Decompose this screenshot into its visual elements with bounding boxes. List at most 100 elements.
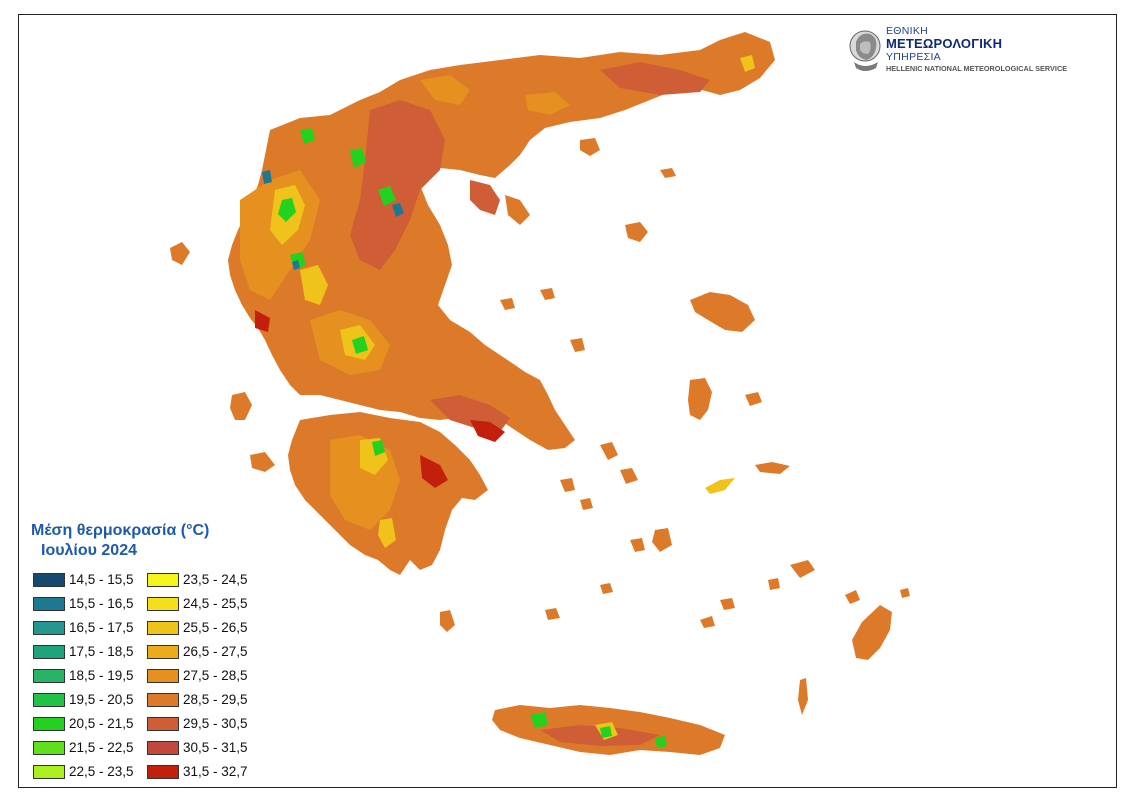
map-region <box>852 605 892 660</box>
legend-swatch <box>147 620 179 635</box>
map-region <box>560 478 575 492</box>
hot-zones <box>255 62 710 746</box>
map-region <box>845 590 860 604</box>
legend-label: 20,5 - 21,5 <box>69 716 134 731</box>
legend-title-line1: Μέση θερμοκρασία (°C) <box>31 522 210 539</box>
legend-label: 26,5 - 27,5 <box>183 644 248 659</box>
map-region <box>900 588 910 598</box>
mainland <box>170 32 910 755</box>
map-region <box>352 336 368 354</box>
map-region <box>450 340 550 425</box>
map-region <box>540 288 555 300</box>
map-region <box>230 392 252 420</box>
map-region <box>540 725 660 746</box>
map-region <box>420 75 470 105</box>
map-region <box>630 538 645 552</box>
map-region <box>705 478 735 494</box>
legend-swatch <box>33 572 65 587</box>
map-region <box>580 138 600 156</box>
coldest-zones <box>262 170 404 270</box>
map-region <box>620 468 638 484</box>
map-region <box>688 378 712 420</box>
map-region <box>545 608 560 620</box>
map-region <box>300 128 315 144</box>
map-region <box>250 452 275 472</box>
map-region <box>372 440 385 456</box>
legend-swatch <box>33 764 65 779</box>
map-region <box>292 260 300 270</box>
map-region <box>170 242 190 265</box>
map-region <box>700 616 715 628</box>
legend-swatch <box>147 740 179 755</box>
legend-label: 18,5 - 19,5 <box>69 668 134 683</box>
legend-label: 24,5 - 25,5 <box>183 596 248 611</box>
legend-label: 30,5 - 31,5 <box>183 740 248 755</box>
legend-title-line2: Ιουλίου 2024 <box>41 542 137 559</box>
map-region <box>530 712 548 728</box>
map-region <box>768 578 780 590</box>
legend-item: 16,5 - 17,5 <box>33 619 134 636</box>
map-region <box>570 338 585 352</box>
map-region <box>740 55 755 72</box>
legend-swatch <box>33 740 65 755</box>
legend-item: 19,5 - 20,5 <box>33 691 134 708</box>
map-region <box>625 222 648 242</box>
map-region <box>660 168 676 178</box>
map-region <box>745 392 762 406</box>
legend-label: 21,5 - 22,5 <box>69 740 134 755</box>
legend-swatch <box>33 692 65 707</box>
legend-swatch <box>147 668 179 683</box>
agency-name-english: HELLENIC NATIONAL METEOROLOGICAL SERVICE <box>886 64 1068 73</box>
map-region <box>420 455 448 488</box>
legend-label: 15,5 - 16,5 <box>69 596 134 611</box>
legend-label: 16,5 - 17,5 <box>69 620 134 635</box>
legend-label: 31,5 - 32,7 <box>183 764 248 779</box>
agency-name-line3: ΥΠΗΡΕΣΙΑ <box>886 51 941 63</box>
legend-item: 31,5 - 32,7 <box>147 763 248 780</box>
legend-item: 30,5 - 31,5 <box>147 739 248 756</box>
legend-item: 22,5 - 23,5 <box>33 763 134 780</box>
legend-item: 21,5 - 22,5 <box>33 739 134 756</box>
map-region <box>440 610 455 632</box>
legend-item: 29,5 - 30,5 <box>147 715 248 732</box>
legend-item: 26,5 - 27,5 <box>147 643 248 660</box>
map-region <box>600 62 710 95</box>
map-region <box>278 198 296 222</box>
map-region <box>470 420 505 442</box>
legend-item: 18,5 - 19,5 <box>33 667 134 684</box>
legend-label: 27,5 - 28,5 <box>183 668 248 683</box>
hnms-logo: ΕΘΝΙΚΗ ΜΕΤΕΩΡΟΛΟΓΙΚΗ ΥΠΗΡΕΣΙΑ HELLENIC N… <box>846 22 1116 78</box>
legend-label: 23,5 - 24,5 <box>183 572 248 587</box>
map-region <box>690 292 755 332</box>
map-region <box>720 598 735 610</box>
legend-item: 15,5 - 16,5 <box>33 595 134 612</box>
legend-item: 14,5 - 15,5 <box>33 571 134 588</box>
map-region <box>500 298 515 310</box>
legend-label: 19,5 - 20,5 <box>69 692 134 707</box>
legend-item: 28,5 - 29,5 <box>147 691 248 708</box>
legend-label: 29,5 - 30,5 <box>183 716 248 731</box>
legend-swatch <box>147 644 179 659</box>
map-region <box>655 736 667 748</box>
map-region <box>798 678 808 715</box>
legend-swatch <box>33 620 65 635</box>
legend-swatch <box>33 668 65 683</box>
legend-swatch <box>33 644 65 659</box>
legend-label: 28,5 - 29,5 <box>183 692 248 707</box>
map-region <box>600 442 618 460</box>
map-frame <box>18 14 1117 788</box>
map-region <box>755 462 790 474</box>
map-region <box>652 528 672 552</box>
map-region <box>790 560 815 578</box>
legend-swatch <box>147 572 179 587</box>
map-region <box>392 203 404 217</box>
legend-item: 17,5 - 18,5 <box>33 643 134 660</box>
map-region <box>300 265 328 305</box>
legend-swatch <box>147 764 179 779</box>
agency-name-line2: ΜΕΤΕΩΡΟΛΟΓΙΚΗ <box>886 36 1003 51</box>
legend-swatch <box>33 716 65 731</box>
legend-swatch <box>147 692 179 707</box>
map-region <box>470 180 500 215</box>
legend-title: Μέση θερμοκρασία (°C) Ιουλίου 2024 <box>31 521 209 561</box>
